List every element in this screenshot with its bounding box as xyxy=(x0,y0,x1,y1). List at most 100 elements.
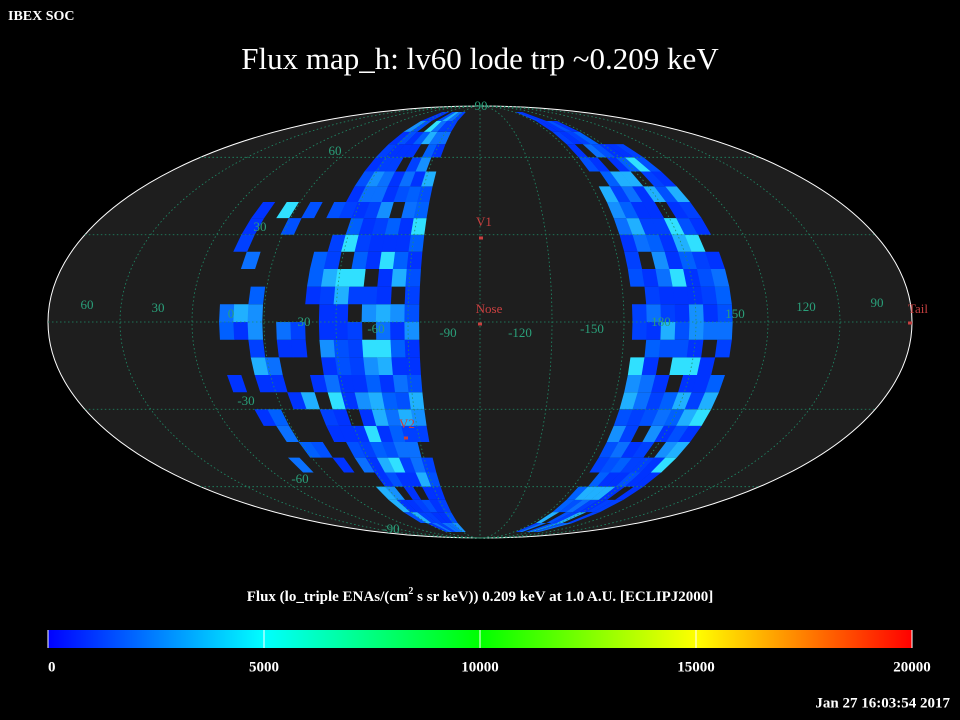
flux-pixel xyxy=(683,357,702,375)
flux-pixel xyxy=(298,442,322,458)
flux-pixel xyxy=(376,457,396,473)
flux-pixel xyxy=(640,457,666,473)
marker-label: Tail xyxy=(908,301,928,316)
longitude-label: 90 xyxy=(871,295,884,310)
flux-pixel xyxy=(390,304,406,322)
flux-pixel xyxy=(674,304,690,322)
flux-pixel xyxy=(663,218,686,235)
meridian xyxy=(479,105,697,539)
flux-pixel xyxy=(280,218,302,235)
flux-pixel xyxy=(551,121,580,132)
flux-pixel xyxy=(362,286,378,305)
flux-pixel xyxy=(515,111,542,122)
flux-pixel xyxy=(650,171,677,187)
flux-pixel xyxy=(565,499,591,513)
flux-pixel xyxy=(710,269,730,287)
flux-pixel xyxy=(669,357,688,375)
flux-pixel xyxy=(598,186,620,202)
flux-pixel xyxy=(347,339,364,358)
flux-pixel xyxy=(341,234,360,252)
flux-pixel xyxy=(387,171,406,187)
flux-pixel xyxy=(290,339,308,358)
flux-pixel xyxy=(441,522,460,533)
flux-pixel xyxy=(369,186,389,202)
flux-pixel xyxy=(276,425,299,443)
flux-pixel xyxy=(219,322,235,340)
graticule xyxy=(48,105,912,539)
flux-pixel xyxy=(641,357,659,375)
longitude-label: 150 xyxy=(725,306,745,321)
flux-pixel xyxy=(369,442,389,458)
flux-pixel xyxy=(429,499,445,513)
flux-pixel xyxy=(379,251,396,270)
flux-pixel xyxy=(528,522,563,533)
flux-pixel xyxy=(587,157,611,172)
flux-pixel xyxy=(646,304,662,322)
flux-pixel xyxy=(671,392,693,410)
flux-pixel xyxy=(371,409,390,426)
colorbar-ticks: 0 5000 10000 15000 20000 xyxy=(47,630,931,675)
latitude-label: 90 xyxy=(475,98,488,113)
flux-pixel xyxy=(609,457,633,473)
flux-pixel xyxy=(598,144,626,158)
flux-pixel xyxy=(671,234,693,252)
flux-pixel xyxy=(599,457,622,473)
flux-pixel xyxy=(393,442,411,458)
flux-pixel xyxy=(347,322,363,340)
flux-pixel xyxy=(627,269,645,287)
flux-pixel xyxy=(624,374,643,393)
flux-pixel xyxy=(357,186,378,202)
flux-pixel xyxy=(606,144,635,158)
flux-pixel xyxy=(650,457,677,473)
flux-pixel xyxy=(677,201,702,219)
flux-pixel xyxy=(669,269,688,287)
flux-pixel xyxy=(323,374,342,393)
flux-pixel xyxy=(384,218,402,235)
flux-pixel xyxy=(233,304,249,322)
flux-pixel xyxy=(688,304,705,322)
flux-pixel xyxy=(327,392,347,410)
flux-pixel xyxy=(388,425,406,443)
flux-pixel xyxy=(365,374,382,393)
flux-pixel xyxy=(525,522,558,533)
flux-pixel xyxy=(354,392,373,410)
flux-pixel xyxy=(654,186,679,202)
flux-pixel xyxy=(351,374,369,393)
flux-pixel xyxy=(327,234,347,252)
flux-pixel xyxy=(415,472,432,487)
flux-pixel xyxy=(582,144,607,158)
flux-pixel xyxy=(615,472,641,487)
flux-pixel xyxy=(631,186,655,202)
flux-pixel xyxy=(688,409,712,426)
flux-pixel xyxy=(365,457,386,473)
flux-pixel xyxy=(597,472,621,487)
flux-pixel xyxy=(437,131,452,145)
flux-pixel xyxy=(254,374,275,393)
flux-pixel xyxy=(417,512,437,523)
flux-pixel xyxy=(638,409,660,426)
flux-pixel xyxy=(551,512,580,523)
flux-pixel xyxy=(663,409,686,426)
flux-pixel xyxy=(626,218,646,235)
flux-pixel xyxy=(606,425,627,443)
flux-pixel xyxy=(572,131,600,145)
flux-pixel xyxy=(392,374,409,393)
flux-pixel xyxy=(405,269,421,287)
flux-pixel xyxy=(395,234,412,252)
flux-pixel xyxy=(578,157,600,172)
latitude-label: -90 xyxy=(382,521,399,536)
flux-pixel xyxy=(349,357,366,375)
flux-pixel xyxy=(627,357,645,375)
longitude-label: 30 xyxy=(152,300,165,315)
flux-pixel xyxy=(447,522,463,533)
flux-pixel xyxy=(437,499,452,513)
flux-pixel xyxy=(333,322,349,340)
flux-pixel xyxy=(300,392,320,410)
flux-pixel xyxy=(290,322,306,340)
flux-pixel xyxy=(677,425,702,443)
longitude-label: -90 xyxy=(439,325,456,340)
flux-pixel xyxy=(606,157,631,172)
flux-pixel xyxy=(717,322,733,340)
flux-pixel xyxy=(309,251,329,270)
flux-pixel xyxy=(559,131,583,145)
